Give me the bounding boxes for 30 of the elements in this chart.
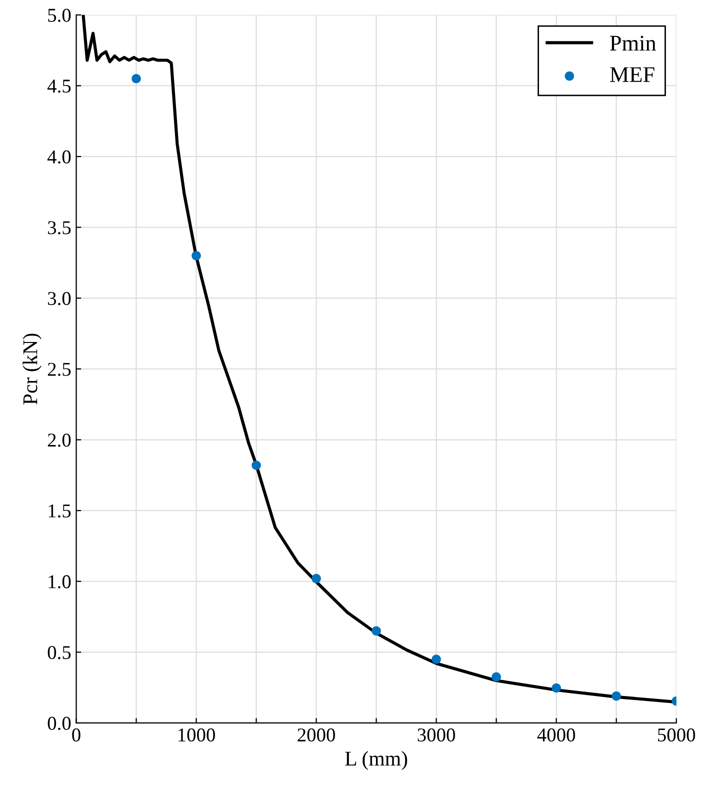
y-tick-label: 2.5 [48, 362, 71, 376]
x-tick-label: 2000 [298, 728, 335, 742]
x-tick-label: 4000 [537, 728, 576, 742]
legend-label: Pmin [610, 36, 656, 50]
y-axis-title: Pcr (kN) [22, 334, 42, 405]
point [612, 691, 621, 701]
x-tick-label: 3000 [418, 728, 456, 742]
point [252, 460, 261, 470]
point [372, 626, 381, 636]
x-tick-label: 5000 [658, 728, 696, 742]
point [552, 683, 561, 693]
point [432, 654, 441, 664]
point [492, 672, 501, 682]
point [132, 74, 141, 84]
x-tick-label: 0 [72, 728, 80, 742]
y-tick-label: 4.5 [47, 80, 71, 93]
y-tick-label: 0.5 [48, 646, 71, 660]
y-tick-label: 2.0 [48, 434, 71, 447]
y-tick-label: 0.0 [48, 716, 71, 730]
point [192, 251, 201, 260]
y-tick-label: 4.0 [47, 150, 71, 164]
y-tick-label: 5.0 [48, 8, 71, 22]
point [312, 574, 321, 584]
y-tick-label: 1.5 [48, 504, 71, 518]
y-tick-label: 3.5 [48, 221, 71, 234]
x-axis-title: L (mm) [345, 751, 408, 770]
y-tick-label: 1.0 [48, 575, 71, 588]
y-tick-label: 3.0 [48, 292, 71, 306]
legend-label: MEF [610, 67, 654, 82]
x-tick-label: 1000 [178, 728, 215, 742]
